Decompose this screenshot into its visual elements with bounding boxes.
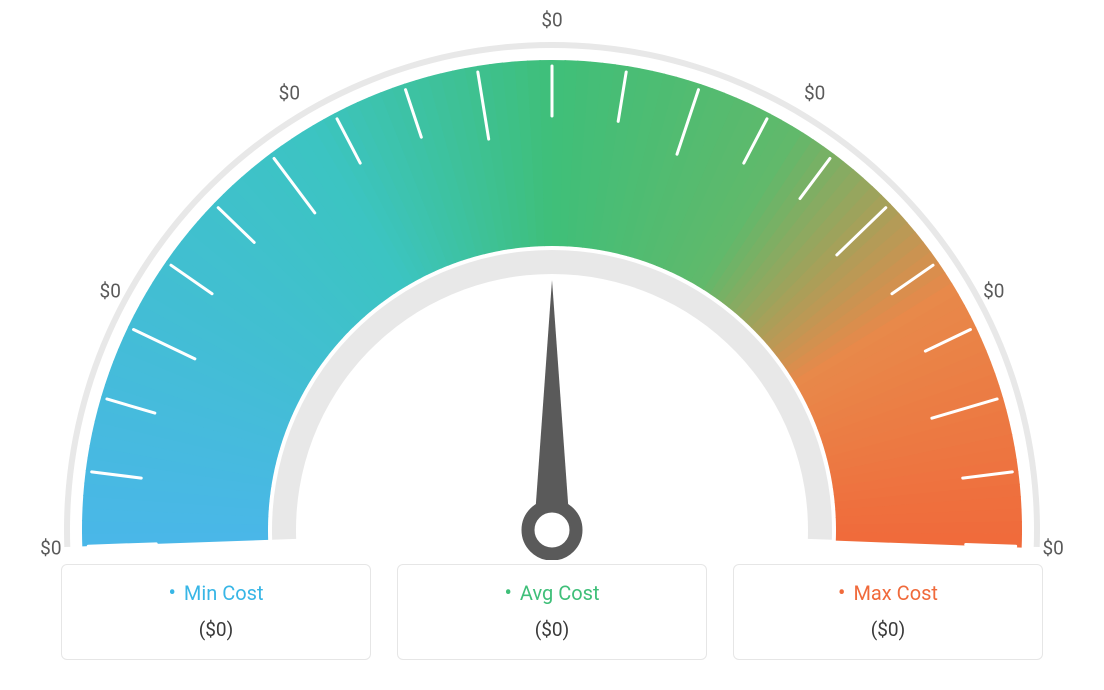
gauge-needle [534, 280, 570, 530]
gauge-scale-label: $0 [279, 81, 300, 104]
gauge-scale-label: $0 [983, 279, 1004, 302]
legend-row: Min Cost ($0) Avg Cost ($0) Max Cost ($0… [0, 564, 1104, 660]
gauge-scale-label: $0 [804, 81, 825, 104]
gauge-scale-label: $0 [40, 536, 61, 559]
legend-min-value: ($0) [62, 618, 370, 641]
legend-card-min: Min Cost ($0) [61, 564, 371, 660]
legend-max-value: ($0) [734, 618, 1042, 641]
legend-max-label: Max Cost [734, 581, 1042, 606]
legend-avg-label: Avg Cost [398, 581, 706, 606]
legend-min-label: Min Cost [62, 581, 370, 606]
legend-card-max: Max Cost ($0) [733, 564, 1043, 660]
gauge-hub [528, 506, 576, 554]
gauge-scale-label: $0 [100, 279, 121, 302]
legend-avg-value: ($0) [398, 618, 706, 641]
gauge-svg [0, 0, 1104, 560]
gauge-scale-label: $0 [541, 9, 562, 32]
legend-card-avg: Avg Cost ($0) [397, 564, 707, 660]
gauge-scale-label: $0 [1042, 536, 1063, 559]
gauge-chart: $0 $0 $0 $0 $0 $0 $0 [0, 0, 1104, 560]
